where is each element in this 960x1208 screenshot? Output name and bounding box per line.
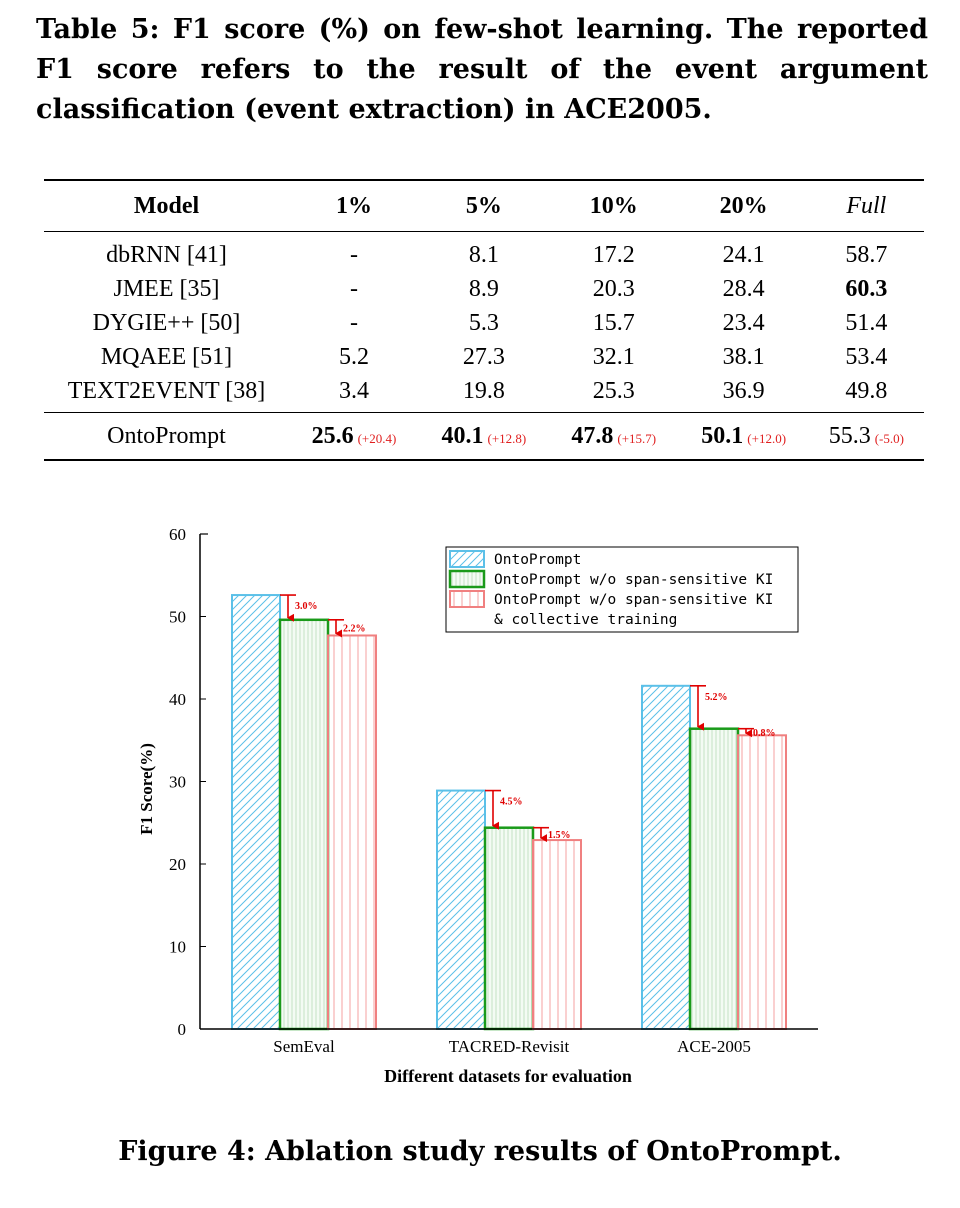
table-caption: Table 5: F1 score (%) on few-shot learni… xyxy=(36,14,928,125)
table-row: MQAEE [51] 5.2 27.3 32.1 38.1 53.4 xyxy=(44,340,924,374)
cell-20pct: 38.1 xyxy=(722,343,765,370)
cell-full: 58.7 xyxy=(845,241,888,268)
cell-10pct: 17.2 xyxy=(592,241,635,268)
cell-1pct: 5.2 xyxy=(338,343,369,370)
cell-20pct: 28.4 xyxy=(722,275,765,302)
table-header-row: Model 1% 5% 10% 20% Full xyxy=(44,180,924,232)
cell-5pct: 27.3 xyxy=(462,343,505,370)
cell-full: 55.3 (-5.0) xyxy=(809,413,924,461)
cell-5pct: 40.1 (+12.8) xyxy=(419,413,549,461)
x-tick-label: SemEval xyxy=(273,1037,335,1056)
cell-10pct: 47.8 (+15.7) xyxy=(549,413,679,461)
cell-10pct: 25.3 xyxy=(592,377,635,404)
delta: (-5.0) xyxy=(874,430,904,446)
cell-model: dbRNN [41] xyxy=(106,241,227,268)
bar-1-0 xyxy=(278,618,330,1031)
y-tick-label: 20 xyxy=(169,855,186,874)
legend-label-1: OntoPrompt w/o span-sensitive KI xyxy=(494,572,773,588)
drop-label: 5.2% xyxy=(705,692,728,703)
cell-20pct: 36.9 xyxy=(722,377,765,404)
cell-20pct: 24.1 xyxy=(722,241,765,268)
legend-label-2: OntoPrompt w/o span-sensitive KI xyxy=(494,592,773,608)
bar-0-1 xyxy=(436,789,486,1031)
cell-1pct: - xyxy=(349,309,358,336)
value: 55.3 xyxy=(828,422,871,449)
delta: (+20.4) xyxy=(357,430,397,446)
cell-20pct: 23.4 xyxy=(722,309,765,336)
legend-swatch-2 xyxy=(449,590,485,608)
drop-label: 1.5% xyxy=(548,830,571,841)
drop-label: 2.2% xyxy=(343,624,366,635)
legend-label-2: & collective training xyxy=(494,612,677,628)
y-tick-label: 60 xyxy=(169,525,186,544)
cell-1pct: 25.6 (+20.4) xyxy=(289,413,419,461)
header-1pct: 1% xyxy=(335,192,372,219)
cell-1pct: 3.4 xyxy=(338,377,369,404)
cell-5pct: 8.9 xyxy=(468,275,499,302)
cell-1pct: - xyxy=(349,241,358,268)
x-axis-label: Different datasets for evaluation xyxy=(384,1066,632,1086)
table-row-ontoprompt: OntoPrompt 25.6 (+20.4) 40.1 (+12.8) 47.8(… xyxy=(44,412,924,461)
delta: (+12.8) xyxy=(487,430,527,446)
table-row: DYGIE++ [50] - 5.3 15.7 23.4 51.4 xyxy=(44,306,924,340)
ablation-bar-chart: 3.0% 2.2% 4.5% 1.5% 5.2% 0.8% 0 10 20 30 40 50 60 Se… xyxy=(137,525,818,1086)
bar-2-1 xyxy=(532,839,582,1031)
cell-full: 53.4 xyxy=(845,343,888,370)
x-tick-label: TACRED-Revisit xyxy=(449,1037,570,1056)
bar-0-2 xyxy=(641,684,691,1031)
bar-0-0 xyxy=(231,594,281,1031)
drop-label: 0.8% xyxy=(753,728,776,739)
cell-10pct: 20.3 xyxy=(592,275,635,302)
cell-full-best: 60.3 xyxy=(845,275,888,302)
cell-5pct: 8.1 xyxy=(468,241,499,268)
table-row: TEXT2EVENT [38] 3.4 19.8 25.3 36.9 49.8 xyxy=(44,374,924,413)
header-20pct: 20% xyxy=(719,192,768,219)
value: 25.6 xyxy=(311,422,354,449)
cell-model: OntoPrompt xyxy=(107,422,226,449)
value: 40.1 xyxy=(441,422,484,449)
legend-swatch-1 xyxy=(448,569,486,589)
cell-model: JMEE [35] xyxy=(113,275,220,302)
header-10pct: 10% xyxy=(589,192,638,219)
cell-10pct: 15.7 xyxy=(592,309,635,336)
table-row: dbRNN [41] - 8.1 17.2 24.1 58.7 xyxy=(44,232,924,273)
header-5pct: 5% xyxy=(465,192,502,219)
cell-full: 51.4 xyxy=(845,309,888,336)
cell-5pct: 19.8 xyxy=(462,377,505,404)
header-model: Model xyxy=(133,192,200,219)
cell-5pct: 5.3 xyxy=(468,309,499,336)
x-tick-label: ACE-2005 xyxy=(677,1037,751,1056)
bar-2-2 xyxy=(737,734,787,1031)
legend-label-0: OntoPrompt xyxy=(494,552,581,568)
cell-model: DYGIE++ [50] xyxy=(92,309,241,336)
legend-box xyxy=(445,546,799,633)
cell-full: 49.8 xyxy=(845,377,888,404)
header-full: Full xyxy=(846,192,887,219)
cell-model: MQAEE [51] xyxy=(100,343,233,370)
y-axis-label: F1 Score(%) xyxy=(137,743,156,835)
table-row: JMEE [35] - 8.9 20.3 28.4 60.3 xyxy=(44,272,924,306)
results-table: Model 1% 5% 10% 20% Full dbRNN [41] - 8.… xyxy=(44,179,924,461)
legend-swatch-0 xyxy=(449,550,485,568)
drop-label: 4.5% xyxy=(500,797,523,808)
cell-1pct: - xyxy=(349,275,358,302)
bar-1-1 xyxy=(483,826,535,1031)
y-tick-label: 0 xyxy=(178,1020,187,1039)
value: 50.1 xyxy=(701,422,744,449)
delta: (+15.7) xyxy=(617,430,657,446)
figure-caption: Figure 4: Ablation study results of Onto… xyxy=(118,1136,842,1167)
cell-20pct: 50.1 (+12.0) xyxy=(679,413,809,461)
drop-label: 3.0% xyxy=(295,601,318,612)
value: 47.8 xyxy=(571,422,614,449)
bar-1-2 xyxy=(688,727,740,1031)
bar-2-0 xyxy=(327,634,377,1030)
y-tick-label: 40 xyxy=(169,690,186,709)
cell-10pct: 32.1 xyxy=(592,343,635,370)
delta: (+12.0) xyxy=(747,430,787,446)
y-tick-label: 50 xyxy=(169,608,186,627)
cell-model: TEXT2EVENT [38] xyxy=(67,377,266,404)
y-tick-label: 10 xyxy=(169,938,186,957)
y-tick-label: 30 xyxy=(169,773,186,792)
